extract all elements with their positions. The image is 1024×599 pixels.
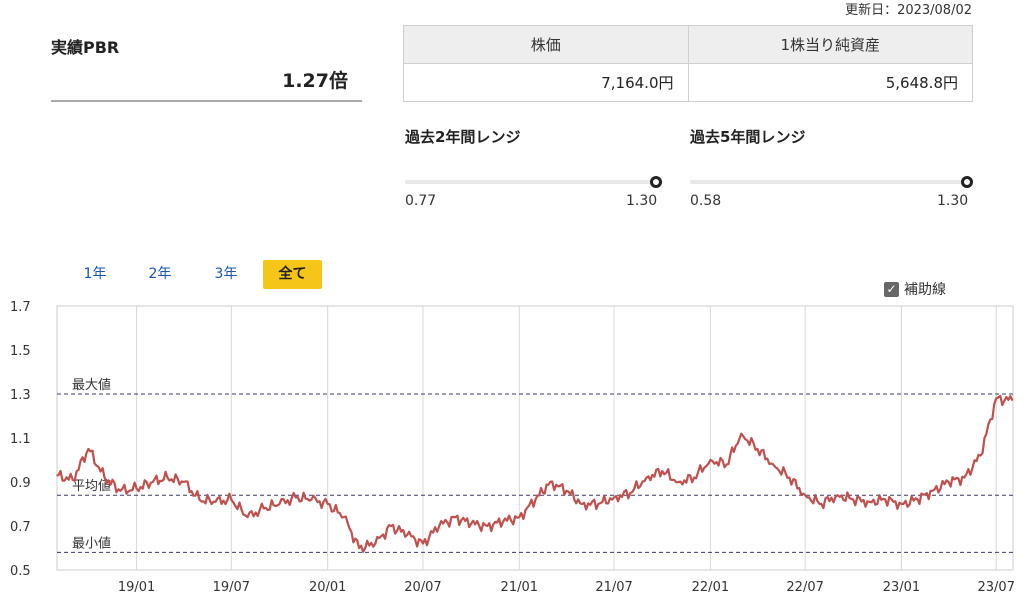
updated-date: 更新日：2023/08/02 <box>845 3 972 18</box>
range-5y-min: 0.58 <box>690 193 722 209</box>
stock-price-value: 7,164.0円 <box>403 63 689 102</box>
x-tick-label: 19/07 <box>213 580 250 595</box>
range-2y-title: 過去2年間レンジ <box>405 128 521 146</box>
y-tick-label: 1.1 <box>10 432 31 447</box>
reference-line-label: 最小値 <box>72 535 111 551</box>
range-5y-title: 過去5年間レンジ <box>690 128 806 146</box>
x-tick-label: 22/07 <box>786 580 823 595</box>
reference-line-label: 平均値 <box>72 478 111 494</box>
range-5y-track <box>690 180 973 184</box>
x-tick-label: 21/07 <box>595 580 632 595</box>
x-tick-label: 21/01 <box>501 580 538 595</box>
x-tick-label: 19/01 <box>118 580 155 595</box>
y-tick-label: 0.5 <box>10 564 31 579</box>
tab-1y[interactable]: 1年 <box>83 266 107 282</box>
y-tick-label: 1.3 <box>10 388 31 403</box>
pbr-value: 1.27倍 <box>282 70 348 92</box>
reference-line-label: 最大値 <box>72 377 111 393</box>
x-tick-label: 20/01 <box>309 580 346 595</box>
x-tick-label: 22/01 <box>692 580 729 595</box>
aux-lines-label: 補助線 <box>904 282 946 298</box>
range-5y-marker <box>961 176 973 188</box>
tab-2y[interactable]: 2年 <box>148 266 172 282</box>
stock-price-header: 株価 <box>403 25 689 64</box>
range-2y-min: 0.77 <box>405 193 437 209</box>
bps-header: 1株当り純資産 <box>687 25 973 64</box>
x-tick-label: 20/07 <box>404 580 441 595</box>
y-tick-label: 1.5 <box>10 344 31 359</box>
pbr-label: 実績PBR <box>51 38 120 57</box>
range-2y-max: 1.30 <box>626 193 658 209</box>
x-tick-label: 23/07 <box>978 580 1015 595</box>
price-table: 株価 1株当り純資産 7,164.0円 5,648.8円 <box>403 25 973 102</box>
range-2y-track <box>405 180 662 184</box>
range-5y-max: 1.30 <box>937 193 969 209</box>
plot-frame <box>56 305 1014 571</box>
y-tick-label: 0.9 <box>10 476 31 491</box>
tab-all[interactable]: 全て <box>263 260 322 289</box>
x-tick-label: 23/01 <box>883 580 920 595</box>
pbr-divider <box>51 100 362 102</box>
tab-3y[interactable]: 3年 <box>214 266 238 282</box>
aux-lines-toggle[interactable]: ✓ 補助線 <box>884 279 946 299</box>
y-tick-label: 1.7 <box>10 300 31 315</box>
range-2y-marker <box>650 176 662 188</box>
y-tick-label: 0.7 <box>10 520 31 535</box>
bps-value: 5,648.8円 <box>687 63 973 102</box>
checkbox-checked-icon[interactable]: ✓ <box>884 281 899 297</box>
pbr-series-line <box>56 394 1014 553</box>
